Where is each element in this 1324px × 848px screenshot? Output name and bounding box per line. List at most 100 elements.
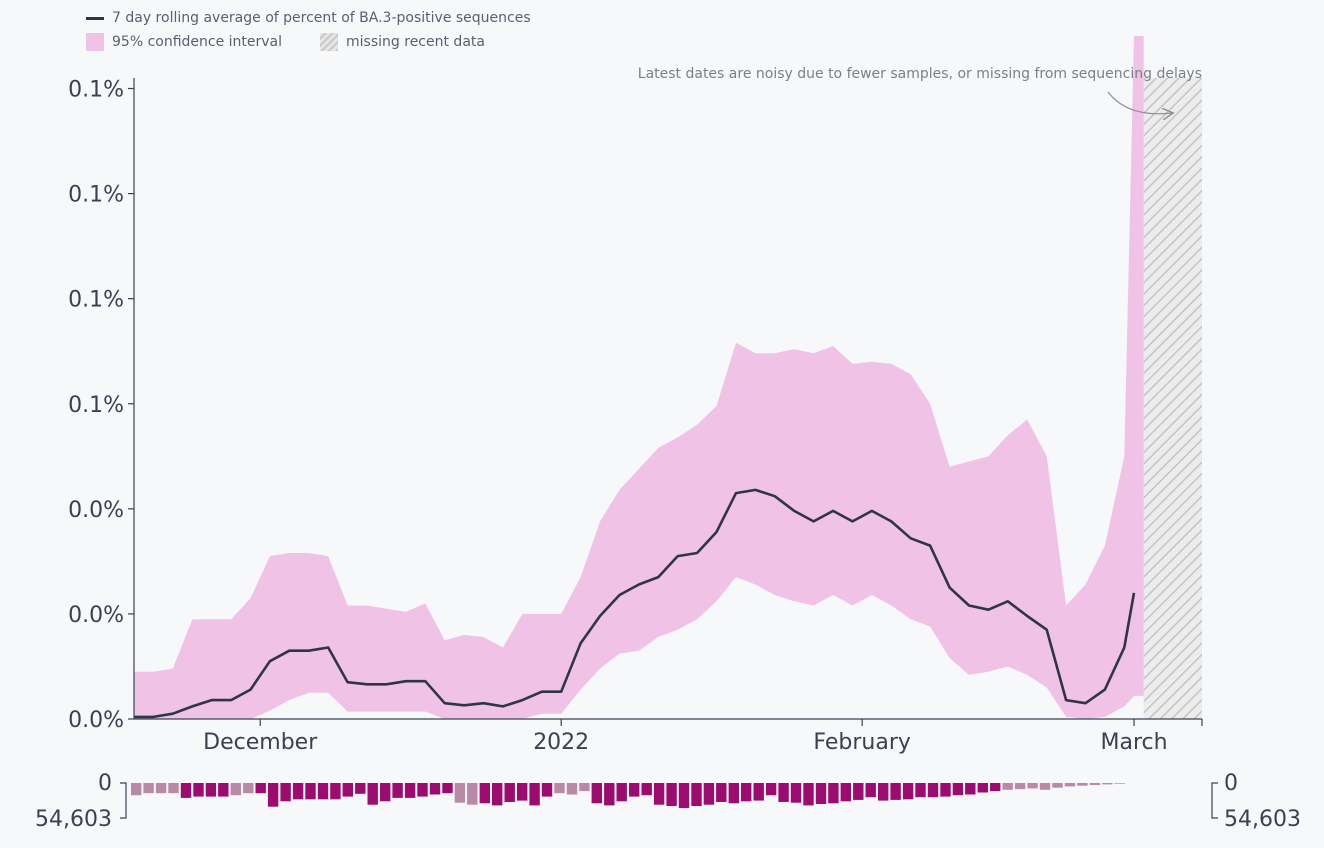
legend-item-line: 7 day rolling average of percent of BA.3… [86, 6, 531, 30]
sample-count-bar [940, 783, 951, 797]
sample-count-bar [977, 783, 988, 793]
bar-scale-top-left: 0 [98, 771, 112, 796]
y-tick-label: 0.0% [68, 603, 124, 628]
missing-swatch [320, 33, 339, 51]
sample-count-bar [155, 783, 167, 794]
sample-count-bar [778, 783, 789, 802]
sample-count-bar [952, 783, 964, 796]
sample-count-bar [554, 783, 565, 794]
sample-count-bar [753, 783, 764, 801]
sample-count-bar [915, 783, 926, 798]
bar-bracket-left [120, 782, 127, 819]
sample-count-bar [404, 783, 416, 798]
sample-count-bar [840, 783, 851, 802]
x-tick-label: 2022 [533, 730, 589, 755]
y-tick-label: 0.1% [68, 288, 124, 313]
x-tick-label: February [813, 730, 911, 755]
sample-count-bar [678, 783, 690, 809]
sample-count-bar [741, 783, 752, 802]
bar-scale-bottom-left: 54,603 [35, 807, 112, 832]
annotation-arrow [1107, 91, 1172, 114]
sample-count-bar [517, 783, 528, 801]
sample-count-bar [865, 783, 876, 798]
sample-count-bar [205, 783, 217, 797]
rolling-average-line [134, 488, 1136, 719]
sample-count-bar [1077, 783, 1088, 786]
sample-count-bar [828, 783, 839, 804]
sample-count-bar [131, 783, 142, 796]
sample-count-bar [305, 783, 316, 800]
sample-count-bar [180, 783, 192, 798]
y-tick-label: 0.1% [68, 78, 124, 103]
sample-count-bar [691, 783, 702, 806]
annotation-note: Latest dates are noisy due to fewer samp… [638, 66, 1202, 82]
sample-count-bar [716, 783, 727, 802]
legend-line-label: 7 day rolling average of percent of BA.3… [112, 10, 531, 26]
sample-count-bar [616, 783, 627, 802]
sample-count-bar [1039, 783, 1051, 790]
sample-count-bar [579, 783, 590, 792]
sample-count-bar [566, 783, 578, 795]
sample-count-bar [1052, 783, 1063, 788]
sample-count-bar [629, 783, 640, 797]
sample-count-bar [641, 783, 652, 796]
sample-count-bar [168, 783, 179, 794]
sample-count-bar [1102, 783, 1113, 785]
sample-count-bar [1089, 783, 1101, 785]
sample-count-bar [417, 783, 428, 797]
sample-count-bar [492, 783, 503, 806]
sample-count-bar [292, 783, 304, 800]
sample-count-bar [965, 783, 976, 795]
sample-count-bar [541, 783, 553, 797]
sample-count-bar [1014, 783, 1026, 790]
sample-count-bar [765, 783, 777, 796]
sample-count-bar [890, 783, 901, 800]
sample-count-bar [454, 783, 466, 803]
sample-count-bar [230, 783, 241, 796]
sample-count-bar [790, 783, 802, 803]
sample-count-bar [1064, 783, 1076, 787]
bar-bracket-right [1211, 782, 1218, 819]
sample-count-bar [193, 783, 204, 797]
sample-count-bar [367, 783, 378, 805]
bar-scale-bottom-right: 54,603 [1224, 807, 1301, 832]
sample-count-bar [604, 783, 615, 806]
y-tick-label: 0.1% [68, 393, 124, 418]
sample-count-bar [591, 783, 602, 804]
missing-data-region [1143, 78, 1202, 719]
legend-ci-label: 95% confidence interval [112, 34, 283, 50]
sample-count-bar [330, 783, 341, 800]
sample-count-bar [815, 783, 827, 804]
y-tick-label: 0.1% [68, 183, 124, 208]
sample-count-bar [392, 783, 403, 798]
sample-count-bar [143, 783, 154, 794]
sample-count-bar [927, 783, 939, 798]
sample-count-bar [429, 783, 441, 795]
sample-count-bar [280, 783, 291, 802]
sample-count-bar [529, 783, 540, 806]
sample-count-bar [902, 783, 914, 800]
x-tick-label: March [1100, 730, 1167, 755]
sample-count-bar [442, 783, 453, 794]
line-swatch [86, 16, 104, 20]
confidence-interval-band [134, 36, 1144, 719]
legend: 7 day rolling average of percent of BA.3… [86, 6, 531, 54]
y-tick-label: 0.0% [68, 708, 124, 733]
sample-count-bar [342, 783, 353, 797]
sample-count-bar [803, 783, 814, 806]
sample-count-bar [878, 783, 889, 801]
sample-count-bar [479, 783, 490, 804]
sample-count-bar [243, 783, 254, 794]
sample-count-bar [666, 783, 677, 806]
sample-count-bar [703, 783, 715, 805]
y-tick-label: 0.0% [68, 498, 124, 523]
sample-count-bar [1002, 783, 1013, 790]
sample-count-bar [317, 783, 329, 800]
sample-count-bar [728, 783, 739, 804]
sample-count-bar [1027, 783, 1038, 789]
legend-missing-label: missing recent data [346, 34, 485, 50]
sample-count-bar [853, 783, 864, 800]
bar-scale-top-right: 0 [1224, 771, 1238, 796]
legend-item-ci: 95% confidence interval missing recent d… [86, 30, 531, 54]
sample-count-bar [255, 783, 266, 794]
